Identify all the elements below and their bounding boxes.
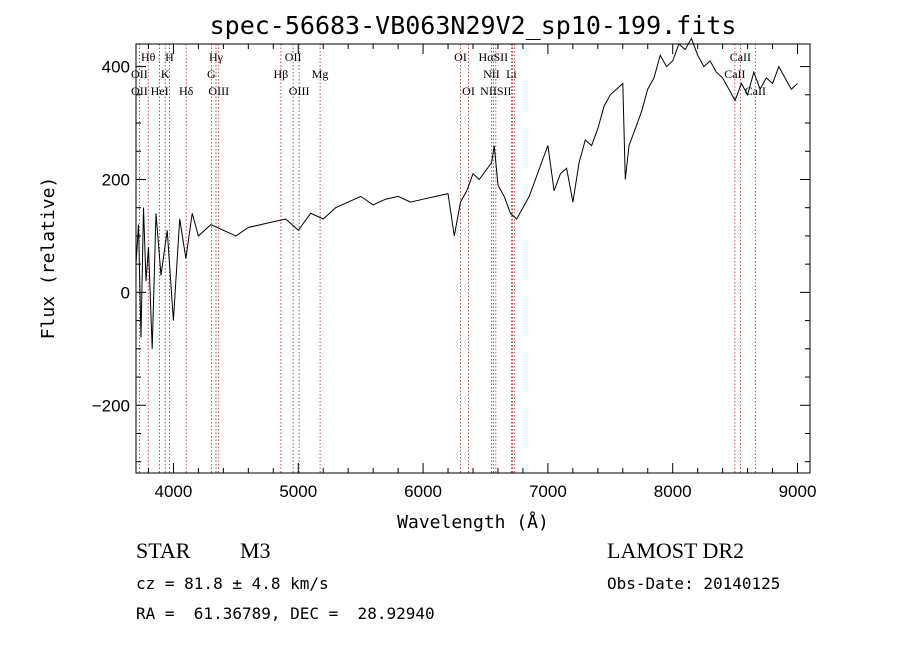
marker-lines [138,44,756,473]
object-class: STAR [136,538,191,563]
y-tick-label: 0 [121,283,130,302]
x-tick-label: 8000 [654,482,692,501]
line-label: OII [131,67,148,81]
x-axis-label: Wavelength (Å) [397,511,549,533]
line-label: K [161,67,170,81]
x-tick-label: 4000 [155,482,193,501]
line-label: HeI [151,84,169,98]
line-label: Hθ [141,50,156,64]
line-label: Hγ [209,50,224,64]
x-tick-label: 5000 [279,482,317,501]
line-label: CaII [724,67,745,81]
line-label: OI [454,50,467,64]
object-subclass: M3 [240,538,271,563]
x-tick-label: 7000 [529,482,567,501]
plot-frame [135,43,811,474]
line-label: Li [506,67,517,81]
line-label: OII [285,50,302,64]
line-label: OI [462,84,475,98]
line-label: H [165,50,174,64]
survey-name: LAMOST DR2 [607,538,745,563]
line-label: NIISII [480,84,511,98]
redshift-velocity: cz = 81.8 ± 4.8 km/s [136,574,329,593]
coordinates: RA = 61.36789, DEC = 28.92940 [136,604,435,623]
observation-date: Obs-Date: 20140125 [607,574,781,593]
line-label: OII [131,84,148,98]
line-label: HαSII [479,50,509,64]
y-tick-label: 200 [102,170,130,189]
line-label: Hβ [274,67,289,81]
chart-title: spec-56683-VB063N29V2_sp10-199.fits [210,11,737,40]
x-tick-label: 6000 [404,482,442,501]
line-label: OIII [289,84,310,98]
y-tick-label: 400 [102,58,130,77]
spectrum-line [135,37,798,349]
line-label: NII [483,67,500,81]
y-tick-label: −200 [92,396,130,415]
line-label: CaII [745,84,766,98]
axis-ticks: 4000 5000 6000 7000 8000 9000 −200 0 200 400 [92,44,817,501]
line-label: OIII [208,84,229,98]
line-annotations: Hθ H Hγ OII OI HαSII CaII OII K G Hβ Mg NII Li CaII OII… [131,50,766,98]
line-label: Hδ [179,84,194,98]
y-axis-label: Flux (relative) [38,177,59,340]
line-label: Mg [312,67,329,81]
line-label: CaII [730,50,751,64]
line-label: G [207,67,216,81]
x-tick-label: 9000 [779,482,817,501]
